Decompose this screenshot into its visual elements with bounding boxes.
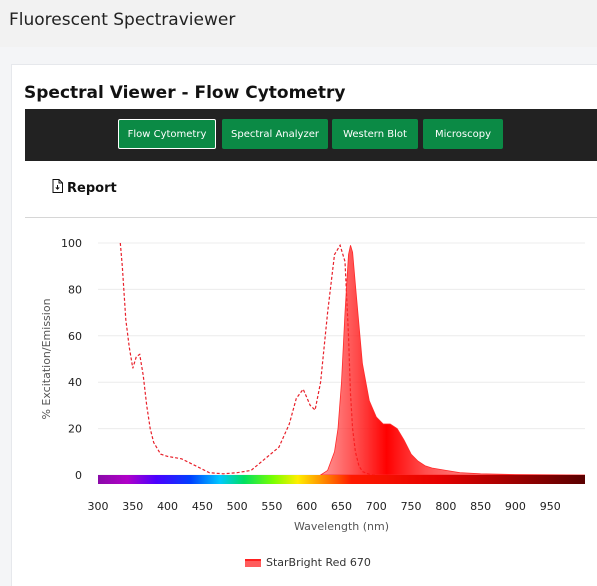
- y-tick-label: 40: [68, 376, 82, 389]
- x-tick-label: 800: [435, 500, 456, 513]
- x-tick-label: 700: [366, 500, 387, 513]
- x-tick-label: 500: [227, 500, 248, 513]
- document-icon: [52, 179, 63, 198]
- emission-series: [319, 245, 586, 476]
- tab-western-blot[interactable]: Western Blot: [332, 119, 418, 149]
- report-label: Report: [67, 181, 117, 196]
- x-tick-label: 900: [505, 500, 526, 513]
- legend-label: StarBright Red 670: [266, 556, 371, 569]
- spectral-viewer-card: Spectral Viewer - Flow Cytometry Flow Cy…: [11, 64, 597, 586]
- x-tick-label: 950: [540, 500, 561, 513]
- tab-flow-cytometry[interactable]: Flow Cytometry: [118, 119, 216, 149]
- page-header: Fluorescent Spectraviewer: [0, 0, 597, 47]
- y-tick-label: 20: [68, 423, 82, 436]
- x-tick-label: 650: [331, 500, 352, 513]
- y-tick-label: 60: [68, 330, 82, 343]
- x-tick-label: 550: [261, 500, 282, 513]
- x-tick-label: 450: [192, 500, 213, 513]
- toolbar: Report: [25, 161, 597, 218]
- x-tick-label: 400: [157, 500, 178, 513]
- x-axis-title: Wavelength (nm): [294, 520, 389, 533]
- chart-legend[interactable]: StarBright Red 670: [245, 556, 371, 569]
- x-tick-label: 300: [88, 500, 109, 513]
- tab-bar: Flow Cytometry Spectral Analyzer Western…: [25, 109, 597, 161]
- y-tick-label: 100: [61, 237, 82, 250]
- report-button[interactable]: Report: [52, 179, 117, 198]
- x-tick-label: 350: [122, 500, 143, 513]
- tab-spectral-analyzer[interactable]: Spectral Analyzer: [222, 119, 328, 149]
- x-tick-label: 750: [401, 500, 422, 513]
- chart-grid: [98, 242, 585, 476]
- y-tick-label: 0: [75, 469, 82, 482]
- x-tick-label: 850: [470, 500, 491, 513]
- y-tick-label: 80: [68, 283, 82, 296]
- page-title: Fluorescent Spectraviewer: [9, 10, 236, 30]
- card-title: Spectral Viewer - Flow Cytometry: [24, 83, 346, 103]
- wavelength-color-bar: [98, 475, 585, 484]
- x-axis-ticks: 300 350 400 450 500 550 600 650 700 750 800 850 900 9…: [88, 500, 561, 513]
- y-axis-title: % Excitation/Emission: [40, 298, 53, 419]
- legend-swatch: [245, 558, 261, 567]
- tab-microscopy[interactable]: Microscopy: [423, 119, 503, 149]
- x-tick-label: 600: [296, 500, 317, 513]
- chart-series: [119, 242, 586, 476]
- y-axis-ticks: 0 20 40 60 80 100: [61, 237, 82, 482]
